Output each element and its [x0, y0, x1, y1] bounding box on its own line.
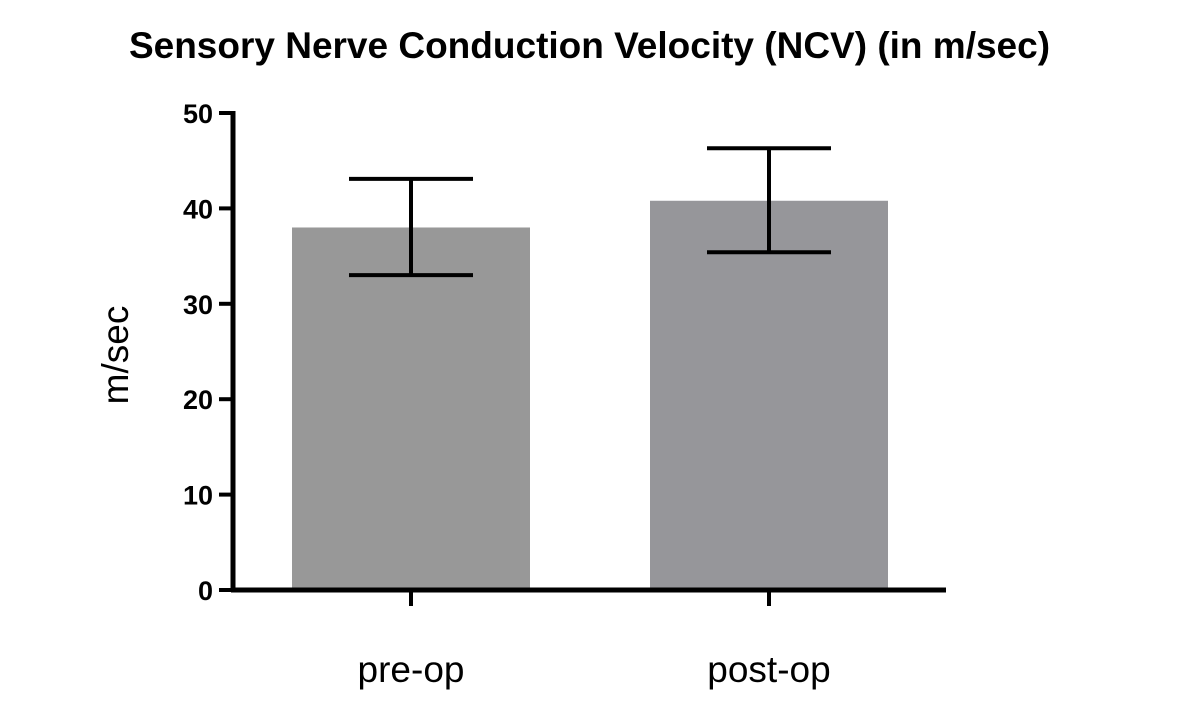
bar-pre-op [292, 227, 530, 591]
y-tick-label: 0 [198, 576, 213, 606]
y-tick-label: 50 [183, 99, 213, 129]
chart-title: Sensory Nerve Conduction Velocity (NCV) … [129, 25, 1050, 66]
y-tick-label: 10 [183, 481, 213, 511]
error-bars-layer [349, 146, 831, 278]
axes-layer [219, 111, 946, 606]
labels-layer: 0 10 20 30 40 50 pre-op post-op [183, 99, 831, 690]
y-tick-label: 20 [183, 385, 213, 415]
y-tick-label: 40 [183, 194, 213, 224]
y-tick-label: 30 [183, 290, 213, 320]
x-tick-label-post-op: post-op [707, 649, 830, 690]
bar-post-op [650, 200, 888, 590]
y-axis-title: m/sec [95, 306, 136, 405]
x-tick-label-pre-op: pre-op [358, 649, 465, 690]
bars-layer [292, 200, 888, 591]
